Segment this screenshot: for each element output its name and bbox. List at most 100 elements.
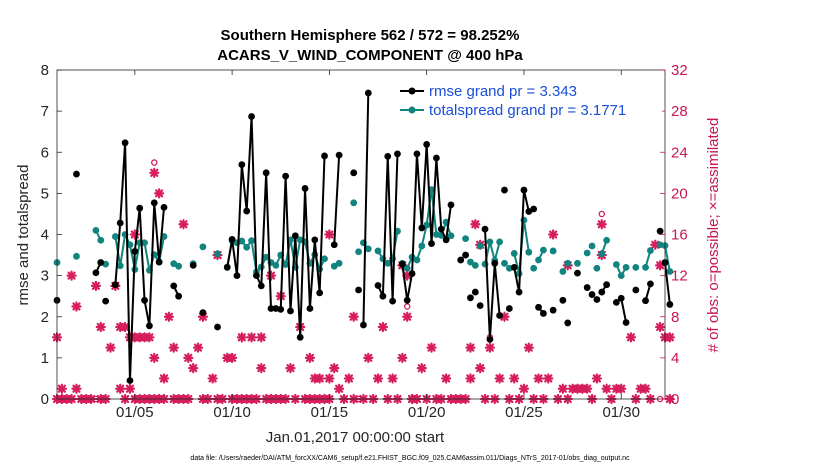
spread-point: [471, 261, 479, 269]
rmse-point: [170, 282, 178, 290]
legend-box: [396, 79, 662, 121]
obs-assimilated-marker: [470, 219, 481, 230]
spread-point: [647, 247, 654, 254]
rmse-point: [432, 154, 440, 162]
spread-point: [418, 242, 426, 250]
spread-point: [622, 264, 630, 271]
rmse-point: [379, 292, 387, 300]
obs-assimilated-marker: [655, 260, 666, 271]
rmse-point: [496, 312, 504, 319]
obs-assimilated-marker: [149, 352, 160, 363]
y-left-tick-label: 6: [41, 144, 49, 161]
spread-point: [666, 268, 674, 275]
obs-assimilated-marker: [329, 363, 340, 374]
spread-point: [374, 247, 382, 255]
obs-assimilated-marker: [533, 373, 544, 384]
y-left-tick-label: 8: [41, 62, 49, 79]
obs-assimilated-marker: [377, 321, 388, 333]
rmse-point: [656, 227, 664, 235]
rmse-point: [360, 321, 367, 329]
obs-assimilated-marker: [192, 342, 204, 353]
spread-point: [540, 246, 547, 254]
obs-assimilated-marker: [596, 219, 607, 230]
y-right-tick-label: 12: [671, 268, 688, 285]
obs-assimilated-marker: [465, 373, 476, 384]
obs-assimilated-marker: [543, 373, 554, 384]
obs-assimilated-marker: [168, 342, 179, 353]
obs-possible-marker: [403, 303, 411, 310]
rmse-point: [228, 236, 236, 243]
rmse-point: [384, 152, 392, 160]
rmse-point: [306, 305, 314, 312]
obs-assimilated-marker: [265, 270, 277, 281]
y-axis-left-label: rmse and totalspread: [15, 165, 32, 306]
footer-data-file: data file: /Users/raeder/DAI/ATM_forcXX/…: [190, 455, 630, 462]
obs-assimilated-marker: [144, 332, 155, 343]
rmse-point: [116, 219, 124, 227]
obs-possible-marker: [151, 159, 158, 166]
rmse-point: [136, 204, 144, 212]
legend-spread-marker: [408, 106, 416, 114]
y-left-tick-label: 3: [41, 268, 49, 285]
rmse-point: [612, 298, 620, 306]
rmse-point: [549, 306, 557, 314]
obs-assimilated-marker: [387, 373, 398, 384]
rmse-point: [311, 236, 319, 244]
spread-point: [510, 250, 518, 257]
chart-title-line2: ACARS_V_WIND_COMPONENT @ 400 hPa: [217, 47, 523, 64]
y-left-tick-label: 4: [41, 227, 49, 244]
rmse-point: [287, 307, 294, 315]
spread-point: [447, 232, 455, 240]
rmse-point: [647, 280, 654, 288]
spread-point: [116, 262, 124, 270]
rmse-point: [248, 113, 255, 120]
rmse-line-segment: [513, 189, 530, 294]
spread-line-segment: [484, 240, 501, 265]
rmse-point: [262, 169, 270, 177]
rmse-point: [301, 185, 309, 192]
spread-point: [574, 259, 581, 267]
rmse-line-segment: [333, 155, 341, 245]
rmse-point: [574, 269, 581, 277]
x-tick-label: 01/25: [505, 404, 543, 421]
rmse-point: [374, 282, 382, 289]
rmse-point: [189, 261, 197, 269]
rmse-point: [418, 224, 426, 232]
spread-point: [97, 236, 105, 244]
x-axis-label: Jan.01,2017 00:00:00 start: [266, 429, 445, 446]
spread-point: [243, 243, 251, 251]
obs-assimilated-marker: [475, 363, 486, 374]
spread-point: [355, 248, 362, 256]
spread-point: [175, 262, 183, 270]
obs-assimilated-marker: [334, 383, 345, 394]
obs-assimilated-marker: [119, 321, 131, 333]
spread-point: [598, 250, 606, 258]
rmse-point: [564, 319, 572, 327]
y-axis-right-label: # of obs: o=possible; ×=assimilated: [705, 118, 722, 353]
obs-assimilated-marker: [402, 311, 413, 322]
obs-assimilated-marker: [178, 219, 189, 230]
rmse-point: [355, 286, 362, 294]
rmse-point: [97, 259, 105, 266]
obs-assimilated-marker: [246, 332, 257, 343]
spread-point: [564, 259, 572, 267]
rmse-point: [350, 169, 358, 177]
rmse-point: [238, 161, 246, 168]
spread-point: [350, 199, 358, 207]
rmse-point: [389, 297, 397, 305]
obs-assimilated-marker: [285, 363, 296, 374]
spread-point: [593, 264, 601, 272]
spread-point: [603, 236, 611, 244]
spread-point: [462, 235, 469, 243]
obs-assimilated-marker: [591, 373, 603, 384]
rmse-point: [102, 297, 110, 305]
obs-assimilated-marker: [324, 373, 335, 384]
spread-point: [583, 249, 591, 257]
rmse-point: [403, 296, 411, 304]
spread-point: [486, 238, 494, 246]
obs-assimilated-marker: [548, 229, 559, 240]
rmse-point: [505, 305, 513, 312]
obs-assimilated-marker: [363, 352, 374, 363]
